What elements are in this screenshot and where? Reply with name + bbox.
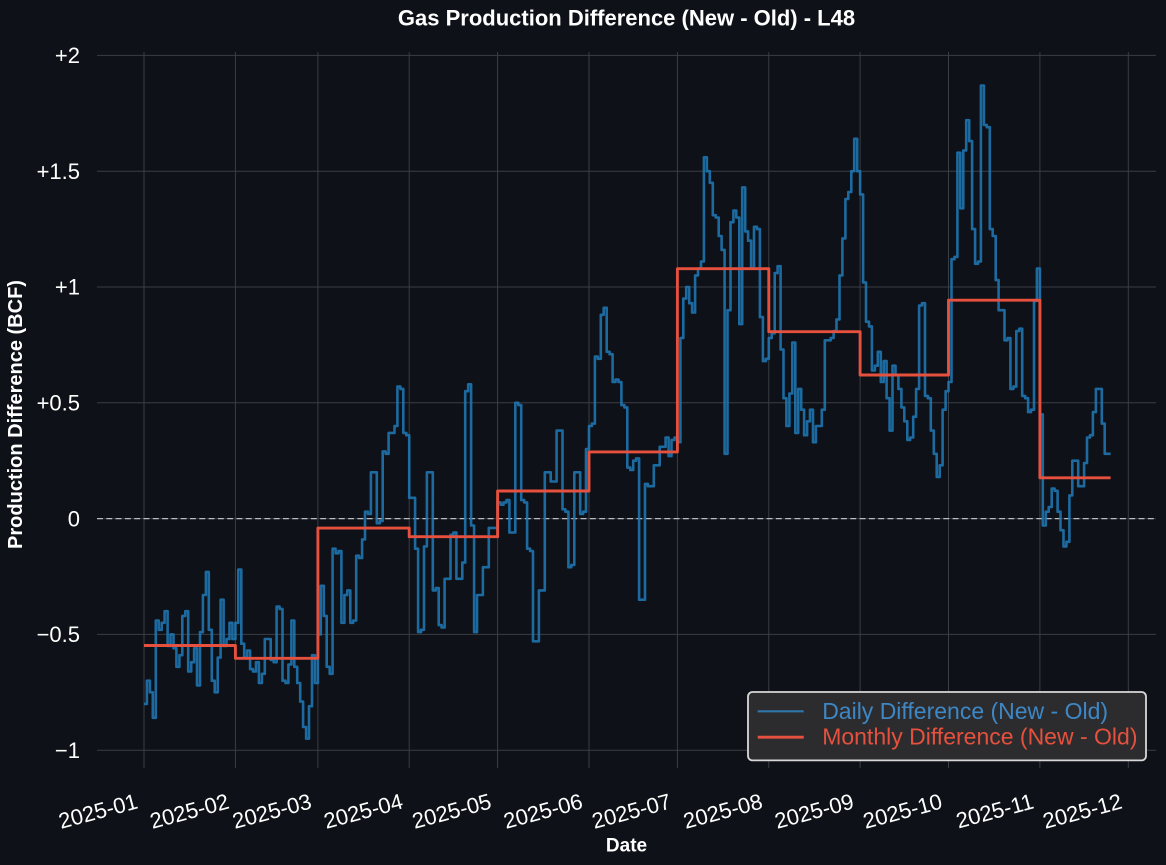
svg-text:0: 0 <box>68 506 80 531</box>
svg-text:+1: +1 <box>55 275 80 300</box>
svg-text:Production Difference (BCF): Production Difference (BCF) <box>5 280 27 549</box>
svg-text:Daily Difference (New - Old): Daily Difference (New - Old) <box>822 698 1108 724</box>
svg-text:+1.5: +1.5 <box>37 159 80 184</box>
svg-text:Monthly Difference (New - Old): Monthly Difference (New - Old) <box>822 724 1137 750</box>
svg-text:Gas Production Difference (New: Gas Production Difference (New - Old) - … <box>398 6 855 31</box>
svg-text:−1: −1 <box>55 738 80 763</box>
svg-text:+0.5: +0.5 <box>37 391 80 416</box>
svg-text:−0.5: −0.5 <box>37 622 80 647</box>
svg-text:+2: +2 <box>55 43 80 68</box>
svg-text:Date: Date <box>606 835 647 856</box>
